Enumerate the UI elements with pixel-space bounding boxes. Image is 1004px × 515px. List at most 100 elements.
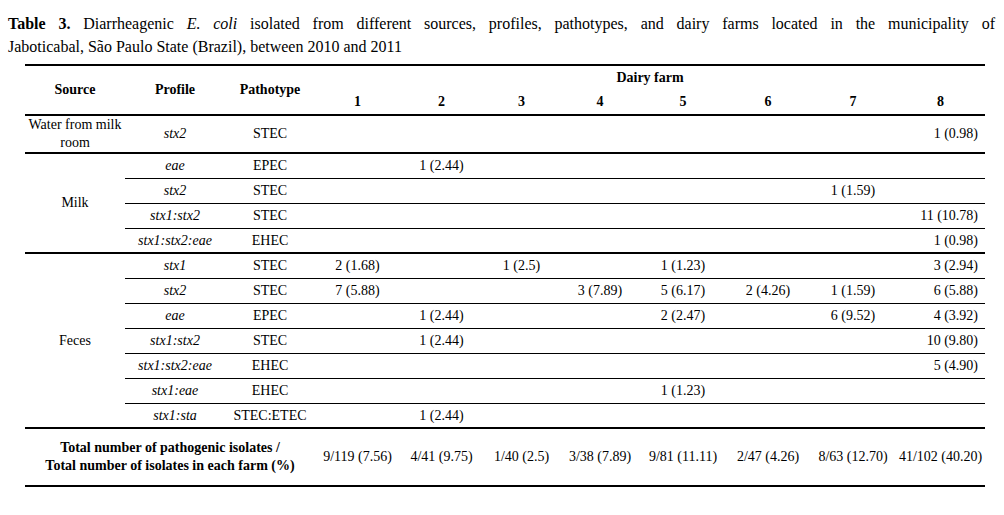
col-header-source: Source [25, 65, 125, 115]
col-header-farm-2: 2 [400, 91, 483, 115]
farm-value-cell: 3 (2.94) [896, 253, 985, 278]
farm-value-cell: 7 (5.88) [315, 278, 400, 303]
profile-cell: stx1:stx2 [125, 203, 225, 228]
pathotype-cell: STEC [225, 328, 315, 353]
table-header: Source Profile Pathotype Dairy farm 1 2 … [25, 65, 985, 115]
farm-value-cell: 1 (0.98) [896, 228, 985, 253]
pathotype-cell: STEC [225, 203, 315, 228]
farm-value-cell [810, 115, 896, 153]
farm-value-cell [640, 403, 726, 428]
farm-value-cell [400, 203, 483, 228]
table-row: stx1:staSTEC:ETEC1 (2.44) [25, 403, 985, 428]
farm-value-cell [640, 328, 726, 353]
farm-value-cell: 1 (1.59) [810, 278, 896, 303]
farm-value-cell [400, 115, 483, 153]
col-header-farm-3: 3 [483, 91, 560, 115]
profile-cell: stx1:stx2:eae [125, 228, 225, 253]
table-row: stx1:eaeEHEC1 (1.23) [25, 378, 985, 403]
col-header-farm-7: 7 [810, 91, 896, 115]
farm-value-cell [726, 203, 810, 228]
farm-value-cell: 1 (2.44) [400, 403, 483, 428]
farm-value-cell [315, 328, 400, 353]
pathotype-cell: EHEC [225, 228, 315, 253]
farm-value-cell [726, 115, 810, 153]
farm-value-cell [315, 203, 400, 228]
total-farm-5: 9/81 (11.11) [640, 428, 726, 486]
table-row: stx1:stx2:eaeEHEC5 (4.90) [25, 353, 985, 378]
col-header-profile: Profile [125, 65, 225, 115]
source-cell: Milk [25, 153, 125, 253]
profile-cell: stx1:stx2 [125, 328, 225, 353]
total-farm-4: 3/38 (7.89) [560, 428, 640, 486]
total-label-line-2: Total number of isolates in each farm (%… [27, 457, 313, 475]
source-cell: Feces [25, 253, 125, 428]
farm-value-cell [315, 303, 400, 328]
farm-value-cell [315, 228, 400, 253]
farm-value-cell [810, 403, 896, 428]
farm-value-cell [400, 353, 483, 378]
farm-value-cell [400, 253, 483, 278]
farm-value-cell: 1 (2.44) [400, 153, 483, 178]
farm-value-cell [726, 178, 810, 203]
farm-value-cell [483, 115, 560, 153]
farm-value-cell [640, 203, 726, 228]
col-header-pathotype: Pathotype [225, 65, 315, 115]
col-header-farm-5: 5 [640, 91, 726, 115]
page: Table 3. Diarrheagenic E. coli isolated … [0, 0, 1004, 515]
farm-value-cell [640, 353, 726, 378]
caption-line-1: Table 3. Diarrheagenic E. coli isolated … [8, 12, 995, 35]
table-row: Fecesstx1STEC2 (1.68)1 (2.5)1 (1.23)3 (2… [25, 253, 985, 278]
profile-cell: stx2 [125, 178, 225, 203]
profile-cell: eae [125, 153, 225, 178]
farm-value-cell: 4 (3.92) [896, 303, 985, 328]
farm-value-cell [400, 278, 483, 303]
total-farm-7: 8/63 (12.70) [810, 428, 896, 486]
farm-value-cell [810, 153, 896, 178]
farm-value-cell [726, 253, 810, 278]
farm-value-cell: 1 (2.5) [483, 253, 560, 278]
farm-value-cell [315, 353, 400, 378]
farm-value-cell: 10 (9.80) [896, 328, 985, 353]
table-footer: Total number of pathogenic isolates / To… [25, 428, 985, 486]
farm-value-cell [400, 378, 483, 403]
pathotype-cell: STEC [225, 115, 315, 153]
farm-value-cell [810, 253, 896, 278]
table-row: stx1:stx2STEC11 (10.78) [25, 203, 985, 228]
farm-value-cell [640, 178, 726, 203]
table-row: stx1:stx2:eaeEHEC 1 (0.98) [25, 228, 985, 253]
profile-cell: stx1 [125, 253, 225, 278]
farm-value-cell [560, 253, 640, 278]
farm-value-cell [560, 378, 640, 403]
farm-value-cell [483, 203, 560, 228]
farm-value-cell [640, 115, 726, 153]
farm-value-cell: 1 (0.98) [896, 115, 985, 153]
farm-value-cell [896, 178, 985, 203]
table-row: eaeEPEC1 (2.44)2 (2.47)6 (9.52)4 (3.92) [25, 303, 985, 328]
pathotype-cell: EHEC [225, 378, 315, 403]
pathotype-cell: STEC [225, 253, 315, 278]
caption-text-mid: Diarrheagenic [83, 15, 174, 32]
profile-cell: stx2 [125, 115, 225, 153]
total-farm-8: 41/102 (40.20) [896, 428, 985, 486]
farm-value-cell [726, 153, 810, 178]
farm-value-cell [726, 403, 810, 428]
farm-value-cell [726, 303, 810, 328]
pathotype-cell: EPEC [225, 153, 315, 178]
farm-value-cell [483, 403, 560, 428]
total-row: Total number of pathogenic isolates / To… [25, 428, 985, 486]
farm-value-cell [483, 328, 560, 353]
caption-species-name: E. coli [187, 15, 238, 32]
isolates-table: Source Profile Pathotype Dairy farm 1 2 … [25, 64, 985, 487]
farm-value-cell [315, 378, 400, 403]
table-row: stx2STEC1 (1.59) [25, 178, 985, 203]
farm-value-cell [726, 378, 810, 403]
total-farm-2: 4/41 (9.75) [400, 428, 483, 486]
farm-value-cell: 2 (4.26) [726, 278, 810, 303]
total-label-line-1: Total number of pathogenic isolates / [27, 439, 313, 457]
farm-value-cell: 2 (2.47) [640, 303, 726, 328]
farm-value-cell [896, 153, 985, 178]
profile-cell: stx1:stx2:eae [125, 353, 225, 378]
profile-cell: stx1:eae [125, 378, 225, 403]
farm-value-cell: 1 (1.23) [640, 253, 726, 278]
header-row-groups: Source Profile Pathotype Dairy farm [25, 65, 985, 91]
